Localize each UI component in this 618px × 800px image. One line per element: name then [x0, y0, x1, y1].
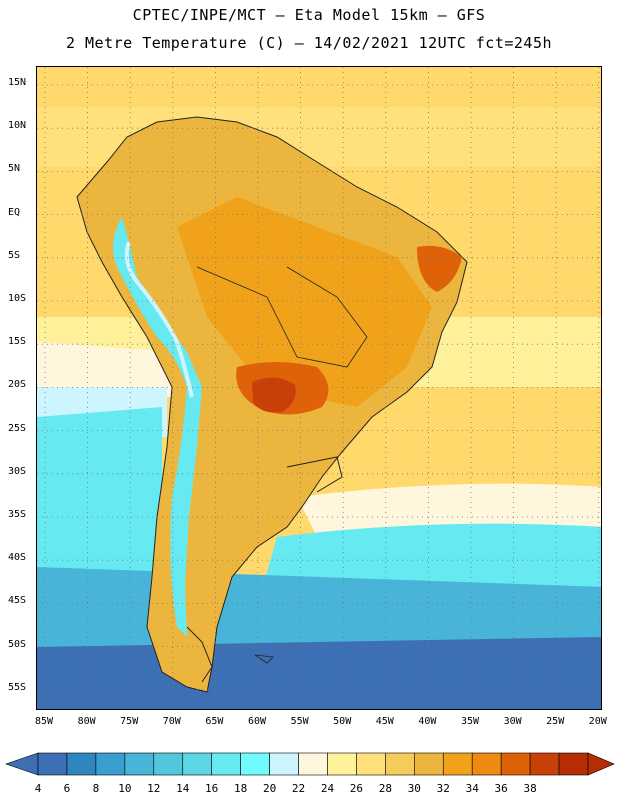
lon-label: 45W: [375, 716, 394, 727]
falklands: [254, 654, 274, 664]
lon-label: 35W: [460, 716, 480, 727]
colorbar-low-arrow: [5, 752, 39, 776]
brazil-border: [196, 266, 368, 368]
colorbar-label: 16: [205, 782, 219, 795]
lat-label: 40S: [8, 552, 27, 564]
colorbar-label: 34: [465, 782, 479, 795]
lon-label: 55W: [290, 716, 309, 727]
lat-label: 20S: [8, 379, 27, 391]
lat-label: 10N: [8, 120, 27, 132]
lat-label: 10S: [8, 293, 27, 304]
colorbar-swatch: [153, 752, 184, 776]
lon-label: 85W: [34, 716, 54, 727]
lon-label: 20W: [588, 716, 607, 727]
lat-label: 50S: [8, 638, 27, 650]
colorbar-swatch: [500, 752, 531, 776]
colorbar-label: 24: [320, 782, 335, 795]
colorbar-label: 4: [34, 782, 42, 795]
andes-cold-strip: [113, 217, 202, 637]
lat-label: 55S: [8, 681, 27, 693]
colorbar-swatch: [442, 752, 473, 776]
colorbar-swatch: [66, 752, 97, 776]
colorbar-label: 14: [176, 782, 190, 795]
lat-label: 15N: [8, 77, 27, 88]
lon-label: 75W: [120, 716, 139, 727]
colorbar-swatch: [356, 752, 386, 776]
title-line-1: CPTEC/INPE/MCT – Eta Model 15km – GFS: [132, 6, 486, 24]
lon-label: 70W: [162, 716, 181, 727]
lat-label: 25S: [8, 422, 27, 434]
ocean-pale-band: [37, 342, 177, 397]
colorbar-swatch: [95, 752, 126, 776]
uruguay-border: [286, 456, 343, 493]
colorbar-swatch: [298, 752, 328, 776]
colorbar-label: 8: [92, 782, 100, 795]
lat-label: 15S: [8, 336, 27, 348]
patagonia-coast: [186, 626, 213, 683]
colorbar-label: 10: [118, 782, 132, 795]
lon-label: 80W: [77, 716, 96, 727]
ocean-cyan-west: [37, 407, 162, 587]
colorbar-swatch: [211, 752, 241, 776]
lon-label: 25W: [546, 716, 565, 727]
lat-label: 45S: [8, 595, 27, 607]
lon-label: 30W: [503, 716, 522, 727]
colorbar-label: 30: [407, 782, 421, 795]
colorbar-swatch: [471, 752, 502, 776]
colorbar-label: 6: [63, 782, 71, 795]
lat-label: 5S: [8, 249, 21, 261]
colorbar-label: 28: [378, 782, 392, 795]
andes-light-strip: [124, 241, 194, 398]
map-frame[interactable]: [36, 66, 602, 710]
colorbar-swatch: [558, 752, 589, 776]
colorbar-swatch: [37, 752, 68, 776]
colorbar-swatch: [414, 752, 444, 776]
colorbar-label: 36: [494, 782, 508, 795]
colorbar-label: 22: [291, 782, 306, 795]
hottest-region: [252, 377, 296, 413]
lat-label: 5N: [8, 163, 21, 175]
ocean-deep-blue: [37, 637, 601, 709]
colorbar-swatch: [385, 752, 415, 776]
colorbar: [5, 752, 615, 776]
lat-label: 35S: [8, 509, 27, 520]
lat-label: 30S: [8, 465, 27, 477]
temperature-map[interactable]: [37, 67, 602, 710]
colorbar-label: 18: [234, 782, 248, 795]
colorbar-swatch: [269, 752, 299, 776]
lat-label: EQ: [8, 206, 21, 218]
colorbar-swatch: [327, 752, 357, 776]
colorbar-label: 32: [436, 782, 450, 795]
lon-label: 40W: [418, 716, 437, 727]
colorbar-swatch: [124, 752, 155, 776]
lon-label: 65W: [205, 716, 224, 727]
colorbar-high-arrow: [587, 752, 615, 776]
colorbar-label: 12: [147, 782, 161, 795]
colorbar-label: 38: [523, 782, 537, 795]
colorbar-swatch: [182, 752, 212, 776]
colorbar-label: 26: [349, 782, 364, 795]
interior-orange: [177, 197, 432, 407]
lon-label: 60W: [247, 716, 267, 727]
title-line-2: 2 Metre Temperature (C) – 14/02/2021 12U…: [65, 34, 553, 52]
colorbar-label: 20: [262, 782, 277, 795]
lon-label: 50W: [333, 716, 352, 727]
colorbar-swatch: [240, 752, 270, 776]
colorbar-swatch: [529, 752, 560, 776]
